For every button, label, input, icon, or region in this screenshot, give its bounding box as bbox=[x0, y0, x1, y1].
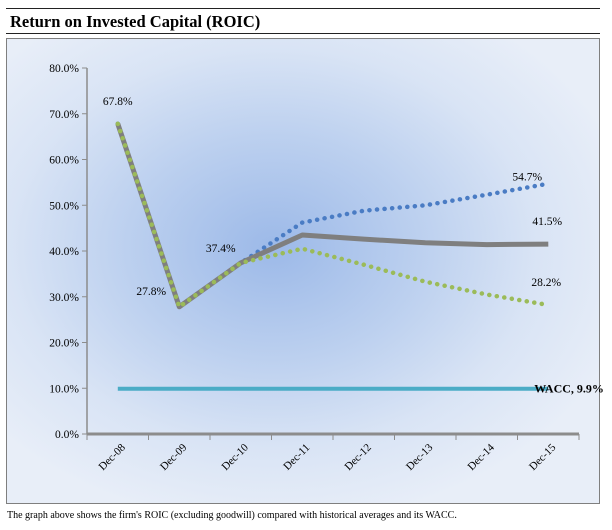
x-tick-label: Dec-13 bbox=[404, 441, 436, 473]
y-tick-label: 60.0% bbox=[49, 155, 79, 167]
series-line-1 bbox=[115, 121, 551, 310]
x-tick-label: Dec-10 bbox=[219, 441, 251, 473]
y-tick-label: 0.0% bbox=[55, 429, 79, 441]
data-label: 54.7% bbox=[512, 172, 542, 184]
y-tick-label: 80.0% bbox=[49, 63, 79, 75]
x-tick-label: Dec-09 bbox=[158, 441, 190, 473]
y-tick-label: 40.0% bbox=[49, 246, 79, 258]
y-tick-label: 70.0% bbox=[49, 109, 79, 121]
x-tick-label: Dec-15 bbox=[527, 441, 559, 473]
data-label: 27.8% bbox=[136, 286, 166, 298]
title-bar: Return on Invested Capital (ROIC) bbox=[6, 8, 600, 34]
data-label: 37.4% bbox=[206, 243, 236, 255]
chart-area bbox=[6, 38, 600, 504]
data-label: 41.5% bbox=[532, 216, 562, 228]
y-tick-label: 20.0% bbox=[49, 338, 79, 350]
chart-title: Return on Invested Capital (ROIC) bbox=[10, 12, 261, 31]
y-tick-label: 30.0% bbox=[49, 292, 79, 304]
data-label: WACC, 9.9% bbox=[534, 382, 604, 396]
data-label: 28.2% bbox=[531, 277, 561, 289]
x-tick-label: Dec-12 bbox=[342, 442, 373, 473]
y-tick-label: 50.0% bbox=[49, 200, 79, 212]
x-tick-label: Dec-08 bbox=[96, 441, 128, 473]
x-tick-label: Dec-11 bbox=[281, 442, 312, 473]
chart-caption: The graph above shows the firm's ROIC (e… bbox=[7, 510, 457, 521]
series-line-3 bbox=[115, 121, 551, 310]
x-tick-label: Dec-14 bbox=[465, 441, 497, 473]
y-tick-label: 10.0% bbox=[49, 383, 79, 395]
data-label: 67.8% bbox=[103, 96, 133, 108]
